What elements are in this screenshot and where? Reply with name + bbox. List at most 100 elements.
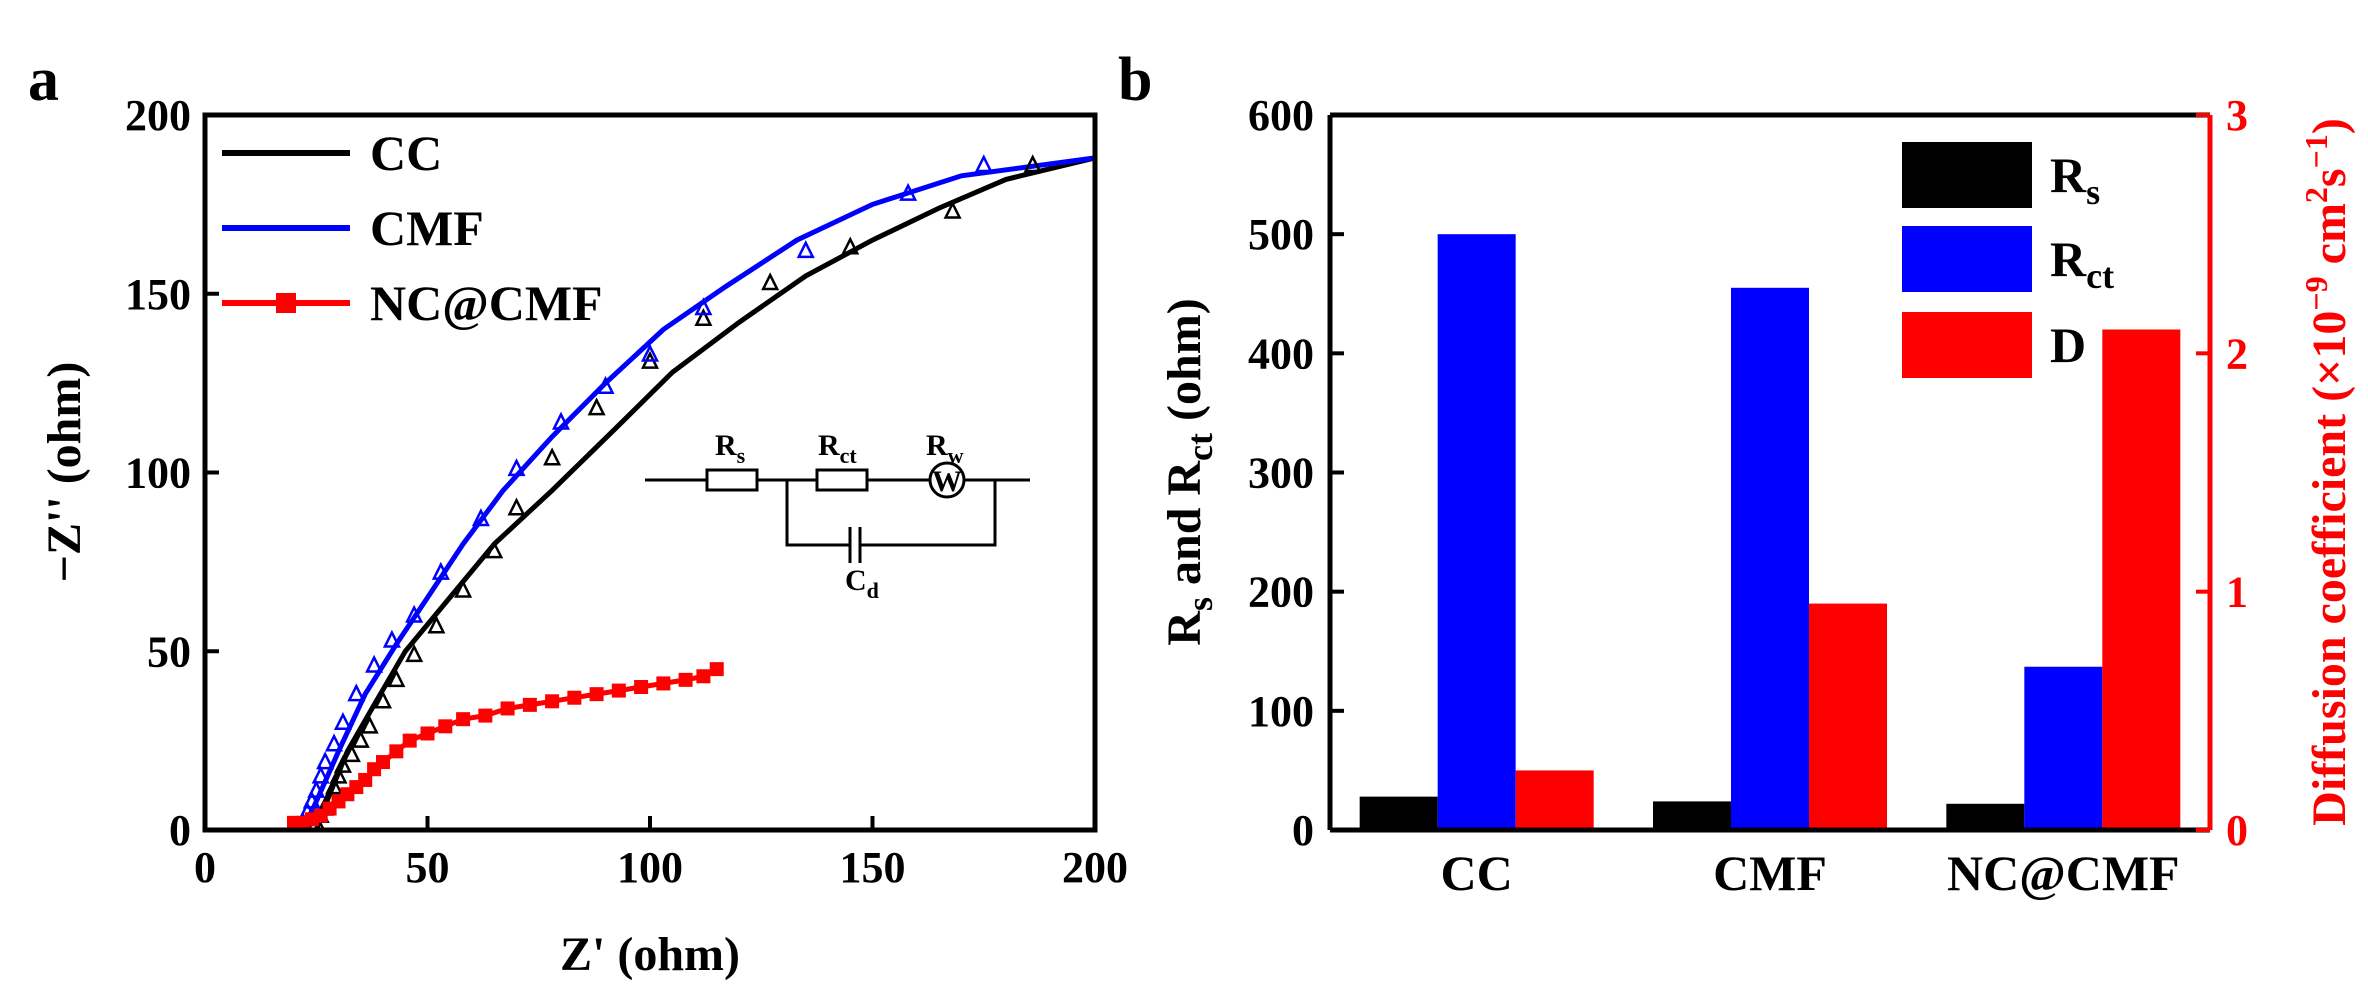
data-point-nccmf [402, 733, 417, 748]
ylabel-right-part: s [2303, 168, 2356, 187]
label-rw-main: R [926, 429, 948, 462]
data-point-nccmf [634, 680, 649, 694]
category-label: NC@CMF [1947, 845, 2180, 901]
panel-a-marks [287, 154, 1096, 832]
legend-label-nccmf: NC@CMF [370, 275, 603, 331]
legend-label-cmf: CMF [370, 200, 484, 256]
legend-swatch-d [1902, 312, 2032, 378]
label-rw: Rw [926, 429, 964, 468]
y-tick-label: 150 [125, 270, 191, 319]
data-point-nccmf [376, 755, 390, 770]
data-point-nccmf [478, 708, 493, 723]
data-point-nccmf [522, 697, 537, 712]
ylabel-left-part: s [1180, 597, 1220, 611]
data-point-cmf [596, 375, 615, 394]
panel-a-yticks: 0 50 100 150 200 [125, 91, 219, 855]
data-point-nccmf [656, 676, 671, 691]
legend-rct-main: R [2050, 231, 2087, 287]
data-point-cmf [551, 411, 571, 430]
data-point-cmf [899, 182, 918, 201]
data-point-cc [351, 729, 370, 748]
data-point-cmf [974, 154, 993, 173]
label-rw-sub: w [948, 443, 964, 468]
left-tick-label: 200 [1248, 568, 1314, 617]
y-tick-label: 100 [125, 449, 191, 498]
ylabel-right-part: cm [2303, 203, 2356, 276]
ylabel-right-part: 2 [2298, 187, 2334, 203]
legend-marker-nccmf [276, 293, 296, 313]
legend-rct-sub: ct [2086, 256, 2114, 296]
bar-rs-nccmf [1946, 803, 2025, 830]
ylabel-right-part: −9 [2298, 276, 2334, 310]
ylabel-right-part: −1 [2298, 134, 2334, 168]
y-tick-label: 50 [147, 627, 191, 676]
data-point-cc [387, 669, 406, 688]
ylabel-left-part: R [1158, 610, 1211, 646]
data-point-cc [761, 272, 780, 291]
left-tick-label: 400 [1248, 329, 1314, 378]
right-tick-label: 2 [2226, 329, 2248, 378]
data-point-cmf [640, 343, 660, 362]
ylabel-left-part: (ohm) [1158, 298, 1211, 433]
panel-b-left-ticks: 0 100 200 300 400 500 600 [1248, 91, 1344, 855]
category-label: CMF [1713, 845, 1827, 901]
ylabel-left-part: ct [1180, 433, 1220, 461]
legend-label-d: D [2050, 317, 2086, 373]
bar-rs-cc [1359, 796, 1438, 830]
label-rct-main: R [818, 429, 840, 462]
data-point-nccmf [456, 712, 471, 727]
category-label: CC [1441, 845, 1513, 901]
bar-rs-cmf [1653, 801, 1731, 830]
data-point-cc [1023, 154, 1042, 173]
panel-a-xticks: 0 50 100 150 200 [194, 816, 1128, 892]
data-point-cc [333, 754, 352, 773]
data-point-nccmf [438, 719, 453, 734]
resistor-rs [705, 468, 759, 492]
legend-rs-main: R [2050, 147, 2087, 203]
x-tick-label: 200 [1062, 843, 1128, 892]
data-point-cmf [471, 508, 490, 527]
x-tick-label: 150 [840, 843, 906, 892]
data-point-cmf [333, 711, 352, 730]
data-point-cmf [347, 683, 366, 702]
bar-d-nccmf [2102, 329, 2181, 830]
panel-a-legend: CC CMF NC@CMF [222, 125, 603, 331]
right-tick-label: 3 [2226, 91, 2248, 140]
data-point-nccmf [389, 744, 404, 759]
data-point-nccmf [358, 772, 373, 787]
panel-a-label: a [28, 46, 59, 114]
panel-b-label: b [1118, 46, 1152, 114]
ylabel-right-part: Diffusion coefficient (×10 [2303, 311, 2356, 826]
left-tick-label: 600 [1248, 91, 1314, 140]
data-point-nccmf [500, 701, 515, 716]
data-point-nccmf [696, 669, 711, 684]
data-point-nccmf [678, 672, 693, 687]
left-tick-label: 500 [1248, 210, 1314, 259]
label-rct-sub: ct [840, 443, 858, 468]
data-point-cmf [431, 561, 450, 580]
left-tick-label: 100 [1248, 687, 1314, 736]
data-point-cmf [507, 458, 526, 477]
legend-label-rct: Rct [2050, 231, 2114, 296]
ylabel-right-part: ) [2303, 118, 2356, 134]
panel-b-right-ticks: 0 1 2 3 [2196, 91, 2248, 855]
label-rs-sub: s [737, 443, 746, 468]
fit-line-cc [313, 155, 1096, 831]
panel-a: a 0 50 100 150 200 0 50 100 150 200 Z' (ohm) −Z'… [28, 46, 1128, 981]
label-rs-main: R [715, 429, 737, 462]
legend-label-cc: CC [370, 125, 442, 181]
data-point-cc [454, 579, 473, 598]
x-tick-label: 100 [617, 843, 683, 892]
left-tick-label: 300 [1248, 449, 1314, 498]
panel-b-ylabel-right: Diffusion coefficient (×10−9 cm2s−1) [2298, 118, 2356, 826]
data-point-nccmf [611, 683, 626, 698]
data-point-cc [587, 397, 606, 416]
data-point-cc [841, 236, 860, 255]
data-point-cc [485, 540, 504, 559]
data-point-cmf [365, 654, 384, 673]
data-point-nccmf [709, 662, 724, 677]
resistor-rct [815, 468, 869, 492]
panel-b-ylabel-left: Rs and Rct (ohm) [1158, 298, 1220, 645]
bar-rct-nccmf [2024, 666, 2103, 830]
label-rct: Rct [818, 429, 857, 468]
